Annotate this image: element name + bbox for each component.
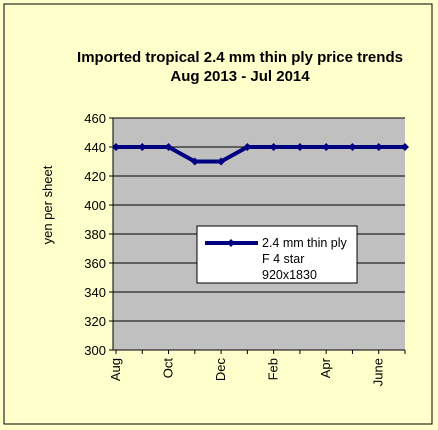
x-tick-label: June xyxy=(371,358,386,386)
y-axis-label: yen per sheet xyxy=(40,165,55,244)
marker xyxy=(295,143,304,151)
legend-label: 2.4 mm thin ply F 4 star 920x1830 xyxy=(262,236,347,282)
chart-border xyxy=(3,3,433,425)
y-tick-label: 320 xyxy=(84,314,106,329)
y-tick-label: 420 xyxy=(84,169,106,184)
marker xyxy=(190,157,199,166)
x-tick-label: Aug xyxy=(108,358,123,381)
marker xyxy=(322,143,331,151)
y-tick-label: 400 xyxy=(84,198,106,213)
marker xyxy=(164,143,173,151)
x-tick-label: Apr xyxy=(318,357,333,378)
marker xyxy=(138,143,147,151)
y-tick-label: 380 xyxy=(84,227,106,242)
x-tick-label: Oct xyxy=(161,358,176,379)
marker xyxy=(269,143,278,151)
marker xyxy=(374,143,383,151)
chart-title: Imported tropical 2.4 mm thin ply price … xyxy=(77,49,403,85)
y-tick-label: 340 xyxy=(84,285,106,300)
x-tick-label: Feb xyxy=(266,358,281,380)
x-tick-label: Dec xyxy=(213,358,228,382)
series-line xyxy=(116,145,405,164)
y-tick-label: 300 xyxy=(84,343,106,358)
marker xyxy=(348,143,357,151)
marker xyxy=(112,143,120,151)
marker xyxy=(243,143,252,151)
legend-marker xyxy=(227,239,235,247)
marker xyxy=(217,157,226,166)
y-tick-label: 360 xyxy=(84,256,106,271)
legend-box xyxy=(196,225,358,284)
y-tick-label: 460 xyxy=(84,111,106,126)
marker xyxy=(401,143,409,151)
y-tick-label: 440 xyxy=(84,140,106,155)
